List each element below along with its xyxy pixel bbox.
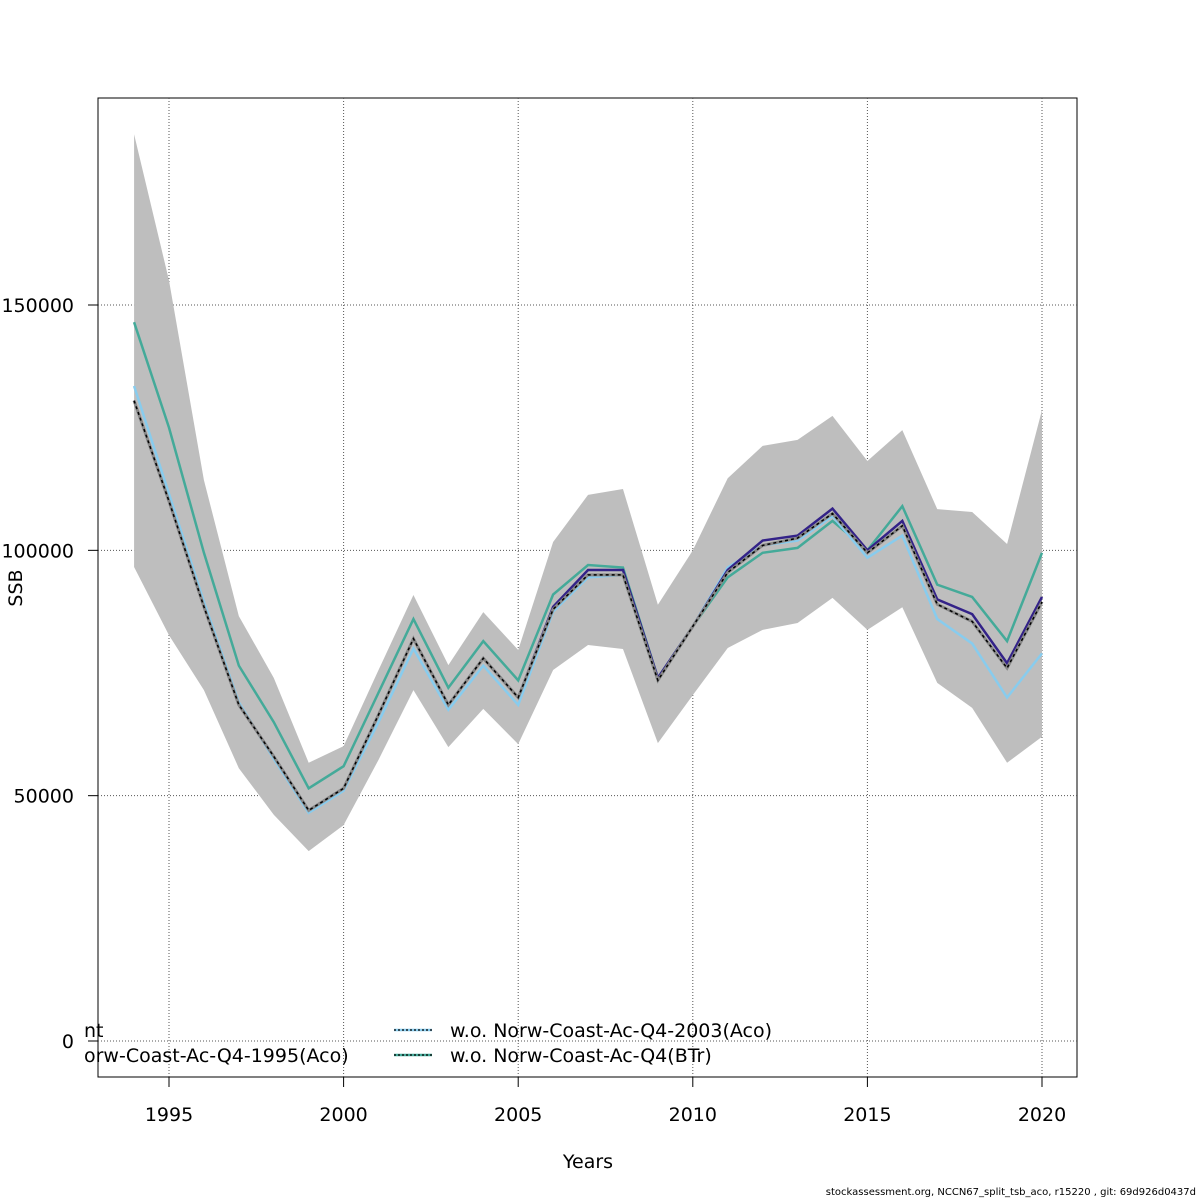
legend-label: w.o. Norw-Coast-Ac-Q4-2003(Aco) [450, 1020, 772, 1042]
legend: nt orw-Coast-Ac-Q4-1995(Aco) w.o. Norw-Coa… [84, 1020, 772, 1067]
confidence-band-layer [134, 134, 1042, 852]
x-axis-title: Years [562, 1151, 613, 1173]
y-tick-label: 0 [62, 1031, 74, 1053]
x-tick-label: 2000 [319, 1104, 367, 1126]
legend-label: orw-Coast-Ac-Q4-1995(Aco) [84, 1045, 349, 1067]
x-tick-label: 2010 [669, 1104, 717, 1126]
legend-label: w.o. Norw-Coast-Ac-Q4(BTr) [450, 1045, 712, 1067]
y-axis-title: SSB [5, 569, 27, 606]
series-layer [132, 321, 1044, 815]
x-axis: 1995 2000 2005 2010 2015 2020 [145, 1077, 1066, 1126]
series-line [133, 400, 1043, 812]
series-line [132, 321, 1044, 791]
x-tick-label: 2015 [843, 1104, 891, 1126]
y-tick-label: 150000 [1, 295, 74, 317]
footer-credit: stockassessment.org, NCCN67_split_tsb_ac… [825, 1187, 1196, 1198]
x-tick-label: 2020 [1018, 1104, 1066, 1126]
confidence-band [134, 134, 1042, 852]
y-tick-label: 100000 [1, 540, 74, 562]
x-tick-label: 1995 [145, 1104, 193, 1126]
y-tick-label: 50000 [14, 786, 74, 808]
plot-frame [97, 97, 1078, 1078]
x-tick-label: 2005 [494, 1104, 542, 1126]
legend-label: nt [84, 1020, 104, 1042]
y-axis: 0 50000 100000 150000 [1, 295, 98, 1053]
